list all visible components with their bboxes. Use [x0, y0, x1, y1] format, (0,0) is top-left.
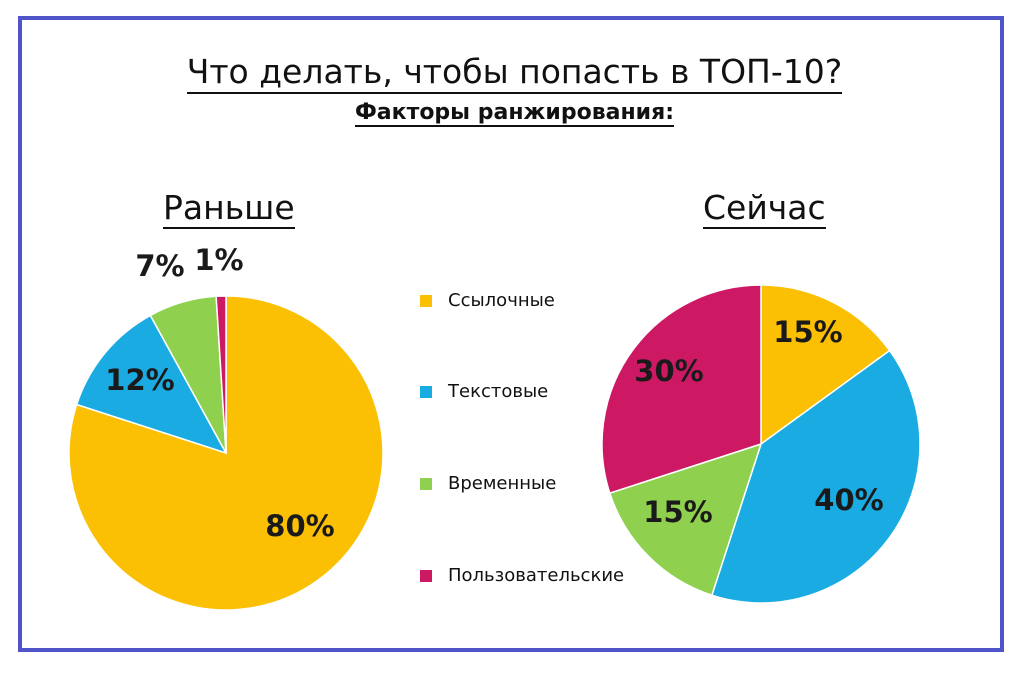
legend-swatch-text: [420, 386, 432, 398]
pie0-label-text: 12%: [105, 363, 174, 397]
pie1-slice-user: [601, 284, 762, 495]
legend-swatch-user: [420, 570, 432, 582]
chart-title-before: Раньше: [163, 188, 295, 229]
pie0-slice-user: [215, 295, 227, 454]
page-title: Что делать, чтобы попасть в ТОП-10?: [0, 52, 1029, 94]
pie1-label-time: 15%: [643, 495, 712, 529]
pie0-label-user: 1%: [194, 243, 243, 277]
pie0-label-links: 80%: [265, 509, 334, 543]
legend-item-time: Временные: [420, 473, 556, 494]
pie1-slice-time: [608, 442, 763, 597]
pie0-slice-links: [68, 295, 384, 611]
legend-swatch-time: [420, 478, 432, 490]
page-subtitle: Факторы ранжирования:: [354, 100, 675, 127]
legend-item-user: Пользовательские: [420, 565, 624, 586]
pie1-label-user: 30%: [634, 354, 703, 388]
legend-item-text: Текстовые: [420, 381, 548, 402]
chart-border-frame: [18, 16, 1004, 652]
pie1-slice-links: [760, 284, 891, 446]
pie1-label-text: 40%: [814, 483, 883, 517]
pie0-label-time: 7%: [135, 249, 184, 283]
legend-swatch-links: [420, 295, 432, 307]
pie0-slice-text: [75, 314, 228, 455]
pie1-slice-text: [710, 349, 921, 604]
pie1-label-links: 15%: [773, 315, 842, 349]
legend-item-links: Ссылочные: [420, 290, 555, 311]
chart-title-now: Сейчас: [703, 188, 826, 229]
